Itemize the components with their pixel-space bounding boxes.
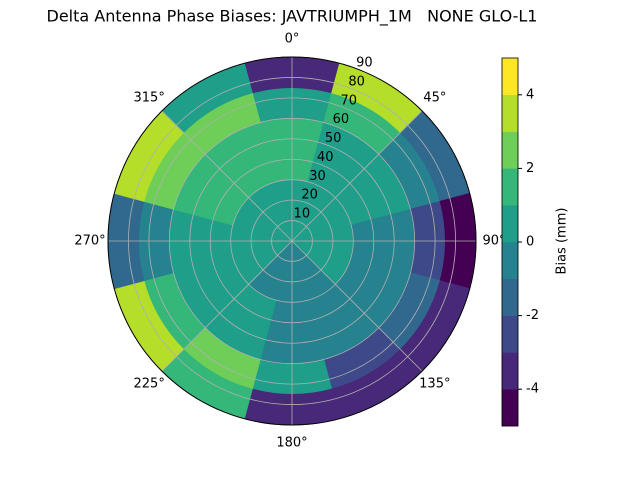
chart-title: Delta Antenna Phase Biases: JAVTRIUMPH_1… [47,7,538,27]
theta-tick-label: 135° [419,376,450,391]
plot-frame [107,56,477,426]
theta-tick-label: 315° [134,91,165,106]
theta-tick-label: 270° [74,234,105,249]
r-tick-label: 60 [333,112,350,127]
colorbar-band [501,204,519,243]
grid-spoke [291,110,423,242]
colorbar-band [501,315,519,353]
colorbar-band [501,94,519,132]
colorbar-band [501,241,519,280]
r-tick-label: 50 [325,131,342,146]
r-tick-label: 40 [317,150,334,165]
colorbar: -4 -2 0 2 4 Bias (mm) [501,57,570,427]
colorbar-band [501,131,519,169]
theta-tick-label: 90° [482,234,505,249]
theta-tick-label: 180° [276,436,307,451]
colorbar-band [501,168,519,206]
colorbar-label: Bias (mm) [555,208,570,275]
r-tick-label: 80 [348,74,365,89]
theta-tick-label: 45° [423,91,446,106]
grid-spoke [291,240,423,372]
colorbar-tick-label: 2 [526,161,534,176]
grid-spoke [161,240,293,372]
colorbar-band [501,57,519,96]
r-tick-label: 30 [309,169,326,184]
polar-plot: 10 20 30 40 50 60 70 80 90 0° 45° 90° 135° 180° 225° 27… [74,32,505,451]
colorbar-band [501,352,519,390]
colorbar-tick-label: 4 [526,87,534,102]
colorbar-band [501,278,519,316]
r-tick-label: 70 [340,93,357,108]
colorbar-band [501,388,519,427]
theta-tick-label: 225° [134,376,165,391]
theta-tick-label: 0° [285,32,300,47]
r-tick-label: 90 [356,56,373,71]
r-tick-label: 10 [294,207,311,222]
colorbar-tick-label: -2 [526,308,539,323]
colorbar-tick-label: -4 [526,382,539,397]
r-tick-label: 20 [301,188,318,203]
grid-spoke [161,110,293,242]
colorbar-tick-label: 0 [526,235,534,250]
